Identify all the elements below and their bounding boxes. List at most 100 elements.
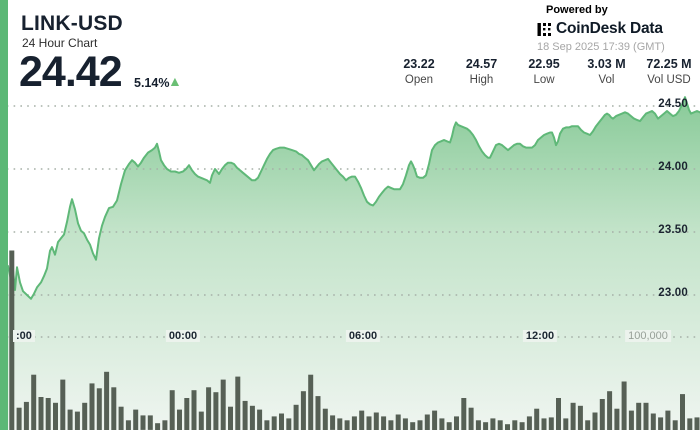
volume-bar	[125, 420, 131, 430]
coindesk-logo-icon	[537, 22, 551, 36]
stat-vol: 3.03 M Vol	[581, 57, 633, 86]
volume-bar	[249, 405, 255, 430]
powered-by-block: Powered by CoinDesk Data 18 Sep 2025 17:…	[537, 4, 697, 53]
volume-bar	[31, 374, 37, 430]
chart-subtitle: 24 Hour Chart	[22, 36, 98, 50]
volume-bar	[599, 399, 605, 430]
brand-row: CoinDesk Data	[537, 20, 697, 38]
volume-bar	[687, 418, 693, 430]
volume-bar	[82, 402, 88, 430]
volume-bar	[308, 374, 314, 430]
volume-bar	[366, 416, 372, 430]
volume-bar	[388, 420, 394, 430]
volume-bar	[293, 404, 299, 430]
volume-bar	[300, 391, 306, 430]
volume-bar	[446, 422, 452, 430]
volume-bar	[351, 416, 357, 430]
volume-bar	[607, 391, 613, 430]
volume-bar	[271, 416, 277, 430]
up-arrow-icon: ▲	[168, 73, 182, 89]
volume-bar	[672, 420, 678, 430]
volume-bar	[563, 418, 569, 430]
left-accent-bar	[0, 0, 8, 430]
volume-bar	[74, 411, 80, 430]
volume-bar	[344, 420, 350, 430]
stat-open-label: Open	[404, 74, 434, 86]
volume-bar	[381, 416, 387, 430]
stat-low: 22.95 Low	[518, 57, 570, 86]
stat-low-label: Low	[533, 74, 555, 86]
volume-bar	[614, 408, 620, 430]
volume-bar	[585, 420, 591, 430]
price-area-fill	[8, 97, 700, 430]
volume-bar	[264, 420, 270, 430]
volume-bar	[184, 398, 190, 430]
stat-open-value: 23.22	[403, 57, 435, 71]
volume-bar	[570, 402, 576, 430]
stat-vol-usd-value: 72.25 M	[646, 57, 692, 71]
volume-bar	[621, 381, 627, 430]
volume-bar	[9, 250, 15, 430]
volume-bar	[395, 414, 401, 430]
volume-bar	[111, 387, 117, 430]
volume-bar	[592, 412, 598, 430]
volume-bar	[140, 415, 146, 430]
powered-by-label: Powered by	[546, 4, 608, 16]
volume-bar	[279, 413, 284, 430]
stat-high: 24.57 High	[456, 57, 508, 86]
stat-vol-usd-label: Vol USD	[647, 74, 691, 86]
volume-bar	[235, 376, 241, 430]
volume-bar	[38, 397, 44, 430]
volume-bar	[643, 402, 649, 430]
volume-bar	[177, 409, 182, 430]
volume-bar	[534, 408, 540, 430]
stat-vol-label: Vol	[598, 74, 615, 86]
stat-high-value: 24.57	[465, 57, 498, 71]
volume-bar	[67, 409, 73, 430]
volume-bar	[694, 417, 700, 430]
volume-bar	[242, 400, 248, 430]
volume-bar	[220, 379, 226, 430]
volume-bar	[118, 406, 124, 430]
volume-bar	[548, 417, 554, 430]
volume-bar	[512, 420, 518, 430]
volume-bar	[432, 410, 438, 430]
volume-bar	[475, 420, 481, 430]
volume-bar	[490, 418, 496, 430]
volume-bar	[169, 390, 175, 430]
volume-bar	[337, 418, 343, 430]
volume-bar	[417, 420, 423, 430]
stat-vol-usd: 72.25 M Vol USD	[643, 57, 695, 86]
volume-bar	[628, 410, 634, 430]
volume-bar	[439, 418, 445, 430]
volume-bar	[541, 418, 547, 430]
volume-bar	[315, 396, 321, 430]
brand-name: CoinDesk Data	[556, 20, 663, 37]
stat-high-label: High	[469, 74, 494, 86]
volume-bar	[23, 401, 29, 430]
volume-bar	[206, 387, 212, 430]
volume-bar	[104, 371, 110, 430]
stat-vol-value: 3.03 M	[587, 57, 626, 71]
volume-bar	[228, 406, 233, 430]
volume-bar	[16, 407, 22, 430]
volume-bar	[526, 416, 532, 430]
price-line	[7, 96, 700, 300]
volume-bar	[461, 398, 467, 430]
volume-bar	[162, 420, 168, 430]
symbol-title: LINK-USD	[21, 12, 123, 35]
volume-bar	[468, 407, 474, 430]
stats-row: 23.22 Open 24.57 High 22.95 Low 3.03 M V…	[393, 57, 695, 86]
volume-bar	[213, 392, 219, 430]
timestamp: 18 Sep 2025 17:39 (GMT)	[537, 41, 665, 53]
volume-bar	[155, 423, 161, 430]
volume-bar	[359, 410, 365, 430]
volume-bar	[483, 422, 489, 430]
current-price: 24.42	[19, 48, 123, 96]
volume-bar	[680, 394, 685, 430]
volume-bar	[505, 424, 510, 430]
volume-bar	[665, 410, 671, 430]
volume-bar	[454, 416, 459, 430]
volume-bar	[53, 402, 58, 430]
